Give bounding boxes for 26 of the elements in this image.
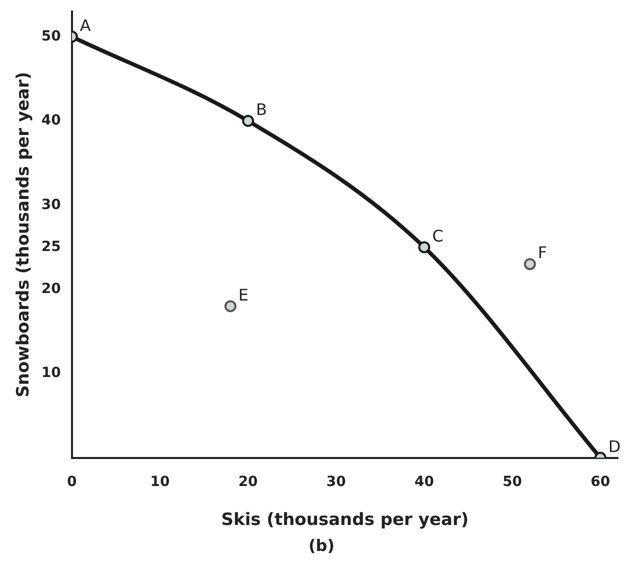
text: (b) — [307, 536, 336, 555]
annotation: E — [238, 285, 249, 304]
x-tick-label: 50 — [502, 474, 522, 490]
point — [224, 300, 236, 312]
y-tick-label: 40 — [41, 112, 62, 129]
x-tick-label: 60 — [590, 474, 610, 490]
x-tick-label: 10 — [150, 474, 170, 490]
x-axis-title: Skis (thousands per year) — [221, 510, 469, 530]
annotation: C — [432, 226, 444, 246]
x-tick-label: 30 — [326, 474, 346, 490]
annotation: D — [608, 436, 621, 456]
y-tick-label: 30 — [41, 196, 62, 213]
annotation: B — [256, 100, 268, 120]
x-tick-label: 0 — [67, 474, 78, 490]
y-tick-label: 25 — [41, 238, 61, 255]
x-tick-label: 40 — [414, 474, 434, 490]
x-tick-label: 20 — [238, 474, 258, 490]
y-axis-title: Snowboards (thousands per year) — [14, 72, 34, 398]
y-tick-label: 20 — [41, 280, 62, 297]
y-tick-label: 10 — [41, 365, 62, 382]
point — [524, 258, 536, 270]
point — [418, 241, 430, 254]
annotation: A — [80, 16, 91, 35]
y-tick-label: 50 — [41, 28, 62, 44]
annotation: F — [538, 243, 548, 262]
point — [242, 114, 254, 127]
